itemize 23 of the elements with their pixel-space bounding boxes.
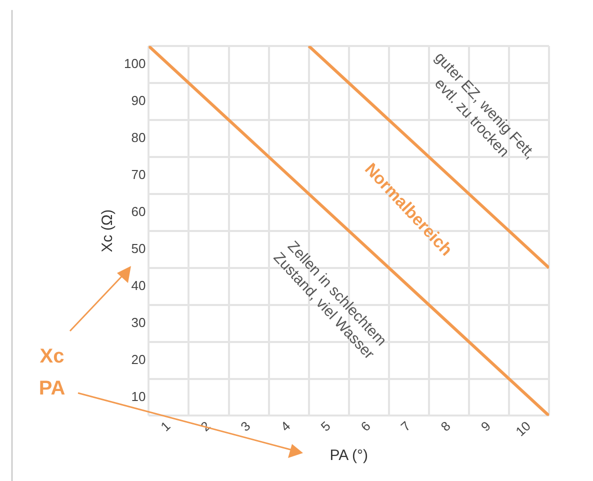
x-tick-label: 5: [318, 418, 334, 434]
x-tick-label: 6: [358, 418, 374, 434]
x-tick-label: 1: [158, 418, 174, 434]
x-tick-label: 8: [438, 418, 454, 434]
y-axis-title: Xc (Ω): [99, 209, 116, 252]
y-tick-label: 60: [131, 204, 146, 219]
x-tick-label: 7: [398, 418, 414, 434]
text: PA: [38, 378, 66, 400]
y-tick-label: 80: [131, 130, 146, 146]
x-tick-label: 10: [512, 418, 534, 440]
x-tick-label: 4: [278, 418, 294, 434]
y-tick-label: 100: [124, 56, 146, 72]
x-tick-label: 3: [238, 418, 254, 434]
y-tick-label: 70: [131, 166, 146, 182]
text: Xc: [40, 346, 64, 368]
x-tick-label: 9: [478, 418, 494, 434]
y-tick-label: 90: [131, 93, 146, 108]
y-tick-label: 30: [131, 314, 146, 330]
y-tick-label: 50: [131, 240, 146, 256]
y-tick-label: 10: [131, 388, 146, 404]
y-tick-label: 40: [131, 278, 146, 293]
y-tick-label: 20: [131, 352, 146, 367]
x-axis-title: PA (°): [330, 447, 368, 464]
